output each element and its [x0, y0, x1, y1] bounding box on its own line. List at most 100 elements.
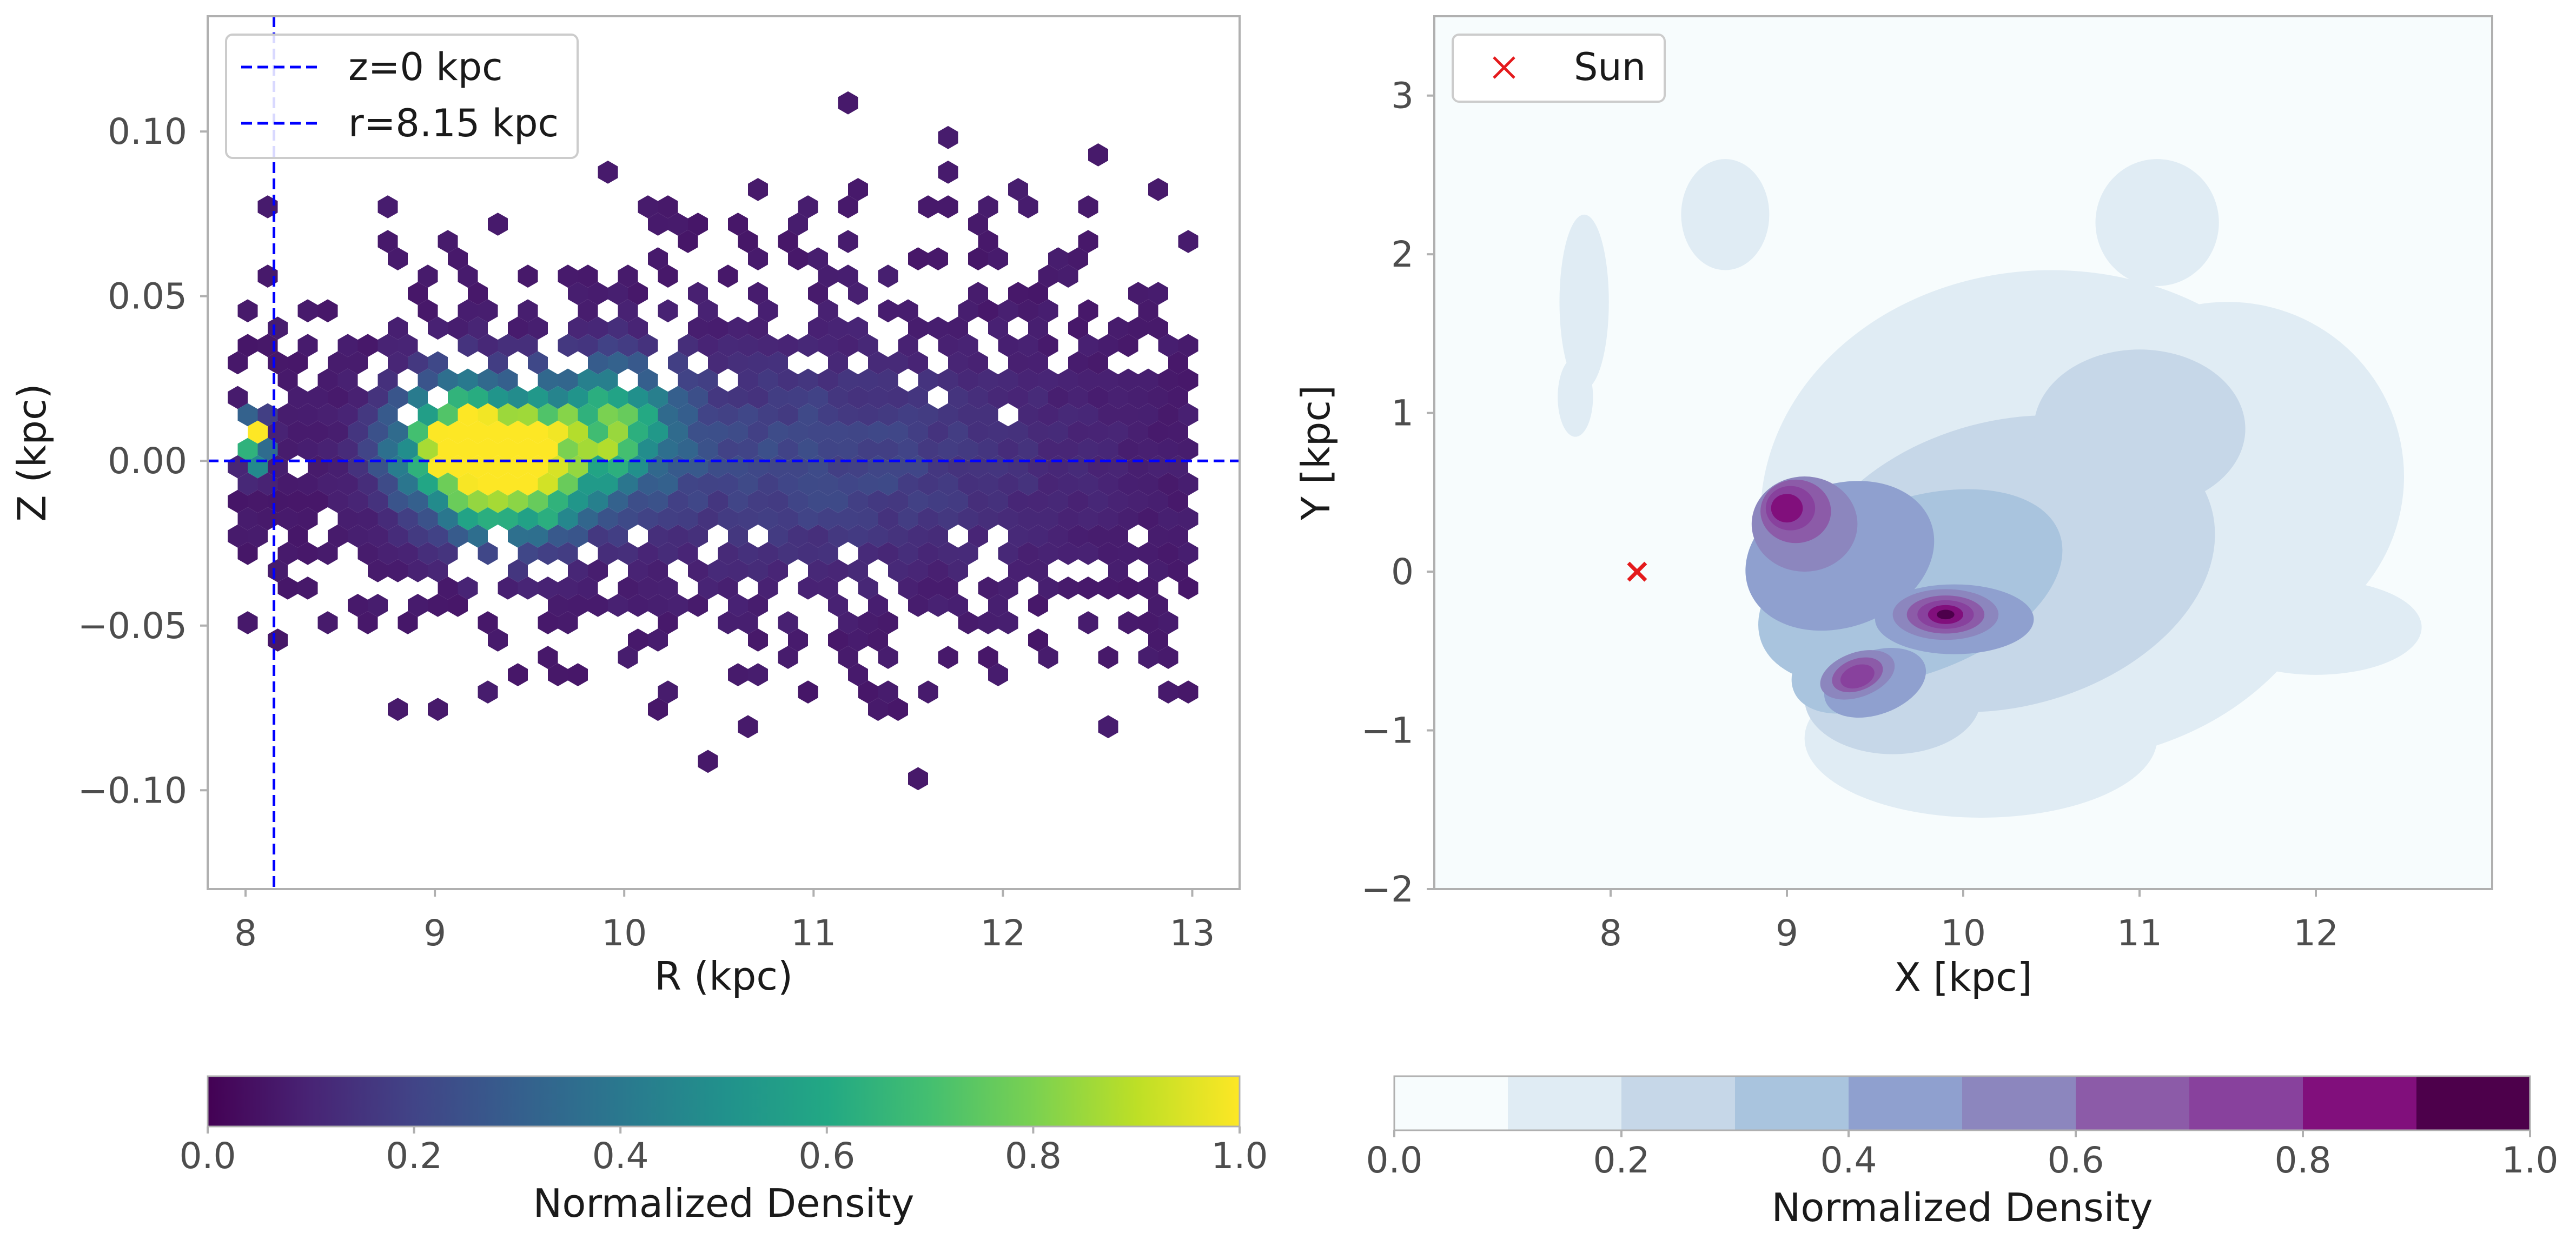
- hexbin-cell: [448, 420, 468, 444]
- hexbin-cell: [668, 351, 688, 375]
- hexbin-cell: [918, 576, 938, 600]
- hexbin-cell: [1018, 542, 1038, 565]
- hexbin-cell: [558, 542, 578, 565]
- hexbin-cell: [878, 646, 898, 669]
- hexbin-cell: [408, 420, 428, 444]
- hexbin-cell: [458, 576, 478, 600]
- hexbin-cell: [858, 334, 878, 357]
- hexbin-cell: [898, 438, 918, 461]
- hexbin-cell: [898, 299, 918, 323]
- hexbin-cell: [888, 698, 908, 721]
- hexbin-cell: [848, 628, 868, 652]
- hexbin-cell: [518, 299, 538, 323]
- y-tick-label: −0.10: [78, 770, 187, 811]
- hexbin-cell: [548, 489, 568, 513]
- hexbin-cell: [428, 698, 448, 721]
- hexbin-cell: [1168, 559, 1188, 582]
- hexbin-cell: [1138, 576, 1158, 600]
- hexbin-cell: [1178, 507, 1198, 531]
- hexbin-cell: [888, 386, 908, 409]
- hexbin-cell: [548, 663, 568, 686]
- hexbin-cell: [778, 334, 798, 357]
- hexbin-cell: [337, 403, 358, 427]
- hexbin-cell: [588, 559, 608, 582]
- hexbin-cell: [1158, 646, 1178, 669]
- hexbin-cell: [738, 334, 758, 357]
- hexbin-cell: [738, 403, 758, 427]
- hexbin-cell: [458, 438, 478, 461]
- hexbin-cell: [668, 420, 688, 444]
- hexbin-cell: [1078, 438, 1098, 461]
- hexbin-cell: [638, 195, 658, 218]
- hexbin-cell: [788, 247, 808, 270]
- hexbin-cell: [628, 386, 648, 409]
- hexbin-cell: [768, 524, 788, 548]
- hexbin-cell: [898, 472, 918, 496]
- hexbin-cell: [898, 334, 918, 357]
- hexbin-cell: [738, 507, 758, 531]
- hexbin-cell: [798, 195, 818, 218]
- hexbin-cell: [468, 489, 488, 513]
- hexbin-cell: [388, 559, 408, 582]
- hexbin-cell: [1098, 542, 1118, 565]
- hexbin-cell: [458, 472, 478, 496]
- hexbin-cell: [418, 299, 438, 323]
- hexbin-cell: [938, 507, 958, 531]
- hexbin-cell: [1058, 542, 1078, 565]
- left-colorbar-ticks: 0.0 0.2 0.4 0.6 0.8 1.0: [180, 1126, 1268, 1177]
- hexbin-cell: [738, 611, 758, 634]
- hexbin-cell: [1148, 316, 1168, 340]
- hexbin-cell: [518, 507, 538, 531]
- hexbin-cell: [1128, 316, 1148, 340]
- hexbin-cell: [1008, 524, 1028, 548]
- hexbin-cell: [548, 524, 568, 548]
- hexbin-cell: [908, 386, 928, 409]
- contour-level-7: [1840, 664, 1875, 689]
- hexbin-cell: [668, 386, 688, 409]
- hexbin-cell: [438, 576, 458, 600]
- hexbin-cell: [1018, 507, 1038, 531]
- hexbin-cell: [748, 489, 768, 513]
- hexbin-cell: [408, 524, 428, 548]
- hexbin-cell: [1108, 386, 1128, 409]
- hexbin-cell: [428, 489, 448, 513]
- hexbin-cell: [678, 472, 698, 496]
- hexbin-cell: [828, 559, 848, 582]
- hexbin-cell: [748, 594, 768, 617]
- hexbin-cell: [878, 542, 898, 565]
- hexbin-cell: [568, 489, 588, 513]
- hexbin-cell: [528, 489, 548, 513]
- colorbar-tick-label: 0.8: [2275, 1139, 2332, 1181]
- hexbin-cell: [1128, 420, 1148, 444]
- hexbin-cell: [468, 282, 488, 305]
- hexbin-cell: [658, 264, 678, 288]
- hexbin-cell: [828, 524, 848, 548]
- hexbin-cell: [618, 403, 638, 427]
- contour-levels: [1558, 159, 2422, 818]
- hexbin-cell: [1088, 143, 1108, 167]
- contour-level-1: [2210, 579, 2422, 675]
- sun-marker-stroke: [1627, 561, 1647, 582]
- hexbin-cell: [558, 264, 578, 288]
- hexbin-cell: [628, 628, 648, 652]
- hexbin-cell: [738, 472, 758, 496]
- hexbin-cell: [297, 299, 318, 323]
- hexbin-cell: [698, 750, 718, 773]
- hexbin-cell: [308, 386, 328, 409]
- hexbin-cell: [538, 542, 558, 565]
- hexbin-cell: [808, 247, 828, 270]
- hexbin-cell: [328, 489, 348, 513]
- hexbin-cell: [1018, 334, 1038, 357]
- hexbin-cell: [348, 489, 368, 513]
- colorbar-level-block: [2076, 1076, 2190, 1130]
- hexbin-cell: [658, 680, 678, 704]
- hexbin-cell: [317, 403, 338, 427]
- hexbin-cell: [1168, 386, 1188, 409]
- hexbin-cell: [1128, 282, 1148, 305]
- hexbin-cell: [408, 489, 428, 513]
- hexbin-cell: [1148, 178, 1168, 201]
- hexbin-cell: [1158, 403, 1178, 427]
- hexbin-cell: [918, 680, 938, 704]
- hexbin-cell: [838, 438, 858, 461]
- hexbin-cell: [928, 524, 948, 548]
